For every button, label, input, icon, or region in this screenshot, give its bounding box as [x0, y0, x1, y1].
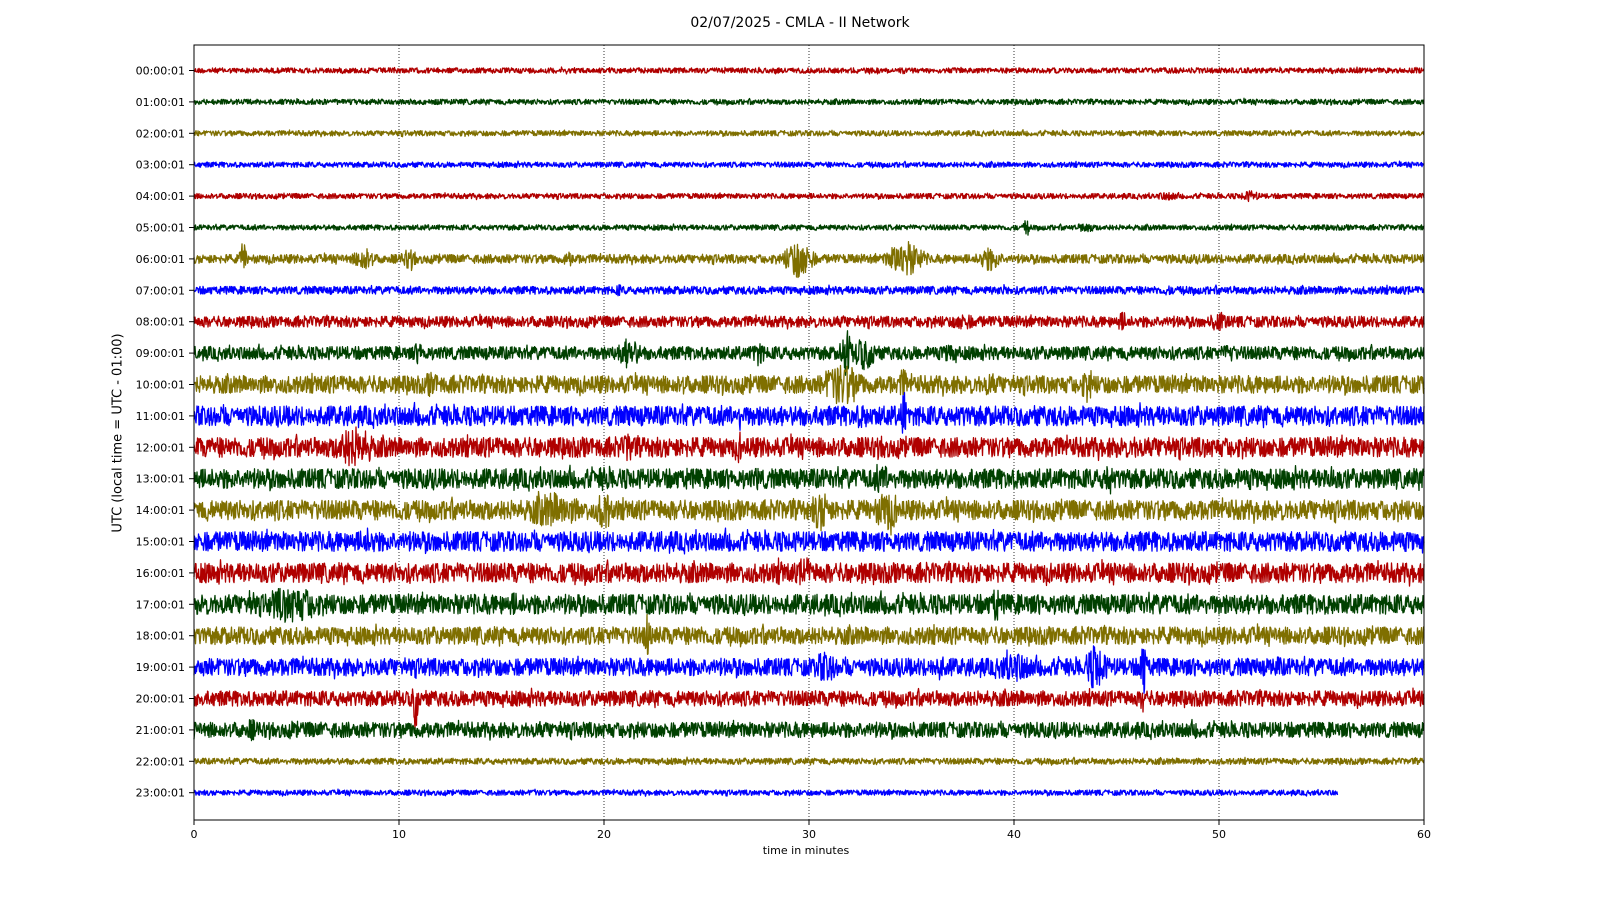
y-tick-label: 17:00:01	[136, 598, 185, 611]
y-tick-label: 12:00:01	[136, 441, 185, 454]
y-tick-label: 23:00:01	[136, 787, 185, 800]
y-tick-label: 10:00:01	[136, 379, 185, 392]
y-tick-label: 15:00:01	[136, 536, 185, 549]
y-tick-label: 20:00:01	[136, 693, 185, 706]
y-tick-label: 19:00:01	[136, 661, 185, 674]
trace-09-00-01	[193, 330, 1425, 376]
trace-20-00-01	[193, 687, 1425, 731]
trace-14-00-01	[193, 490, 1425, 536]
trace-05-00-01	[193, 220, 1425, 236]
trace-02-00-01	[193, 129, 1425, 138]
y-tick-label: 18:00:01	[136, 630, 185, 643]
y-tick-label: 00:00:01	[136, 65, 185, 78]
x-axis-label: time in minutes	[762, 844, 850, 857]
y-tick-label: 08:00:01	[136, 316, 185, 329]
trace-00-00-01	[193, 66, 1425, 75]
y-tick-label: 21:00:01	[136, 724, 185, 737]
y-tick-label: 13:00:01	[136, 473, 185, 486]
trace-19-00-01	[193, 645, 1425, 694]
y-tick-label: 06:00:01	[136, 253, 185, 266]
trace-13-00-01	[193, 463, 1425, 495]
y-tick-label: 02:00:01	[136, 127, 185, 140]
y-tick-label: 11:00:01	[136, 410, 185, 423]
y-tick-label: 01:00:01	[136, 96, 185, 109]
trace-10-00-01	[193, 364, 1425, 405]
y-tick-label: 03:00:01	[136, 159, 185, 172]
y-tick-label: 04:00:01	[136, 190, 185, 203]
trace-08-00-01	[193, 311, 1425, 331]
x-tick-label: 0	[191, 828, 198, 841]
x-tick-label: 20	[597, 828, 611, 841]
trace-12-00-01	[193, 426, 1425, 467]
y-tick-label: 09:00:01	[136, 347, 185, 360]
y-tick-label: 22:00:01	[136, 755, 185, 768]
trace-03-00-01	[193, 160, 1425, 169]
x-tick-label: 50	[1212, 828, 1226, 841]
trace-17-00-01	[193, 587, 1425, 623]
trace-22-00-01	[193, 756, 1425, 766]
trace-18-00-01	[193, 614, 1425, 655]
trace-06-00-01	[193, 241, 1425, 279]
trace-04-00-01	[193, 190, 1425, 203]
y-tick-label: 07:00:01	[136, 284, 185, 297]
trace-01-00-01	[193, 97, 1425, 106]
y-tick-label: 16:00:01	[136, 567, 185, 580]
y-tick-label: 14:00:01	[136, 504, 185, 517]
trace-07-00-01	[193, 283, 1425, 297]
trace-16-00-01	[193, 557, 1425, 587]
x-tick-label: 60	[1417, 828, 1431, 841]
trace-23-00-01	[193, 788, 1339, 797]
trace-21-00-01	[193, 718, 1425, 742]
x-tick-label: 40	[1007, 828, 1021, 841]
x-tick-label: 10	[392, 828, 406, 841]
trace-11-00-01	[193, 392, 1425, 434]
y-tick-label: 05:00:01	[136, 222, 185, 235]
x-tick-label: 30	[802, 828, 816, 841]
trace-15-00-01	[193, 527, 1425, 555]
chart-title: 02/07/2025 - CMLA - II Network	[690, 15, 910, 31]
